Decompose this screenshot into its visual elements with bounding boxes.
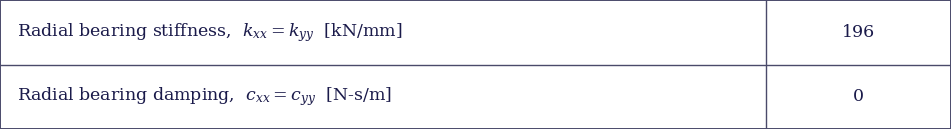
Text: Radial bearing damping,  $c_{xx} = c_{yy}$  [N-s/m]: Radial bearing damping, $c_{xx} = c_{yy}… — [17, 85, 392, 108]
Text: 196: 196 — [842, 24, 875, 41]
Text: 0: 0 — [853, 88, 864, 105]
Text: Radial bearing stiffness,  $k_{xx} = k_{yy}$  [kN/mm]: Radial bearing stiffness, $k_{xx} = k_{y… — [17, 21, 402, 44]
